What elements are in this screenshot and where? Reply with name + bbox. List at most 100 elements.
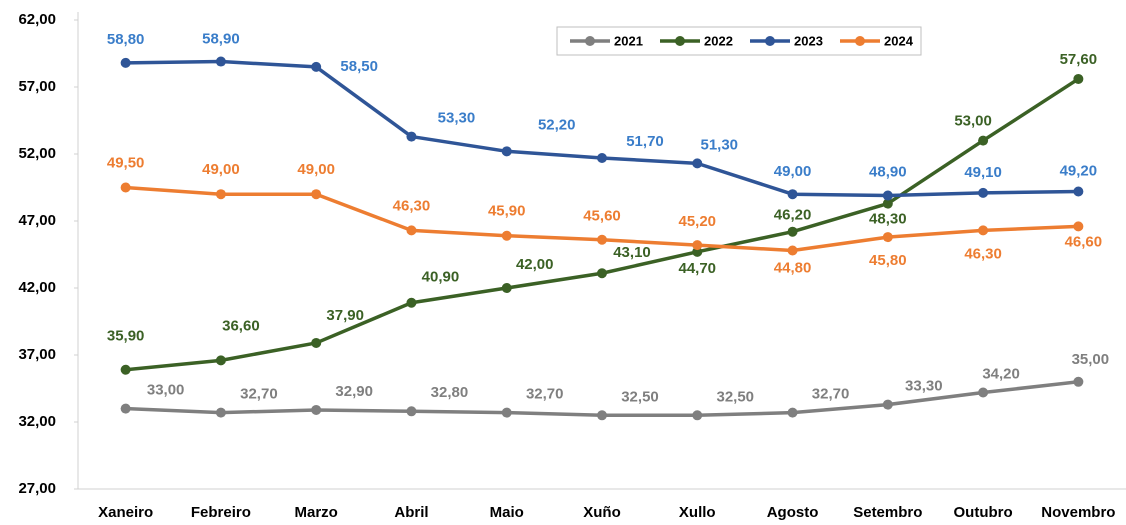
marker	[787, 407, 798, 418]
data-label: 51,70	[626, 133, 664, 150]
data-label: 48,90	[869, 164, 907, 181]
marker	[1073, 186, 1084, 197]
data-label: 32,70	[240, 386, 278, 403]
data-label: 45,60	[583, 208, 621, 225]
marker	[882, 232, 893, 243]
legend-label: 2021	[614, 33, 643, 48]
data-label: 35,00	[1072, 351, 1110, 368]
legend-marker	[855, 36, 865, 46]
series-line	[125, 59, 1079, 198]
data-label: 46,60	[1065, 233, 1103, 250]
marker	[1073, 376, 1084, 387]
y-tick-label: 62,00	[18, 11, 56, 28]
legend-marker	[675, 36, 685, 46]
data-label: 58,90	[202, 31, 240, 48]
marker	[215, 407, 226, 418]
x-tick-label: Xullo	[679, 504, 716, 521]
data-label: 46,30	[393, 197, 431, 214]
data-label: 32,90	[335, 383, 373, 400]
marker	[406, 297, 417, 308]
marker	[501, 146, 512, 157]
marker	[787, 245, 798, 256]
data-label: 35,90	[107, 328, 145, 345]
data-label: 42,00	[516, 256, 554, 273]
x-tick-label: Marzo	[295, 504, 338, 521]
marker	[120, 182, 131, 193]
marker	[120, 57, 131, 68]
marker	[882, 399, 893, 410]
x-tick-label: Setembro	[853, 504, 922, 521]
marker	[311, 404, 322, 415]
marker	[1073, 221, 1084, 232]
data-label: 48,30	[869, 211, 907, 228]
legend-label: 2023	[794, 33, 823, 48]
y-tick-label: 52,00	[18, 145, 56, 162]
y-tick-label: 37,00	[18, 346, 56, 363]
data-label: 49,20	[1060, 162, 1098, 179]
data-label: 53,00	[954, 113, 992, 130]
marker	[311, 189, 322, 200]
y-tick-label: 32,00	[18, 413, 56, 430]
y-tick-label: 27,00	[18, 480, 56, 497]
data-label: 44,70	[678, 260, 716, 277]
data-label: 45,80	[869, 252, 907, 269]
data-label: 45,90	[488, 203, 526, 220]
data-label: 57,60	[1060, 51, 1098, 68]
data-label: 32,70	[812, 386, 850, 403]
y-tick-label: 47,00	[18, 212, 56, 229]
data-label: 52,20	[538, 116, 576, 133]
marker	[882, 198, 893, 209]
data-label: 49,00	[774, 163, 812, 180]
x-tick-label: Agosto	[767, 504, 819, 521]
marker	[120, 403, 131, 414]
data-label: 44,80	[774, 259, 812, 276]
marker	[1073, 73, 1084, 84]
marker	[597, 153, 607, 164]
marker	[406, 131, 417, 142]
marker	[692, 240, 703, 251]
marker	[597, 410, 607, 421]
data-label: 45,20	[678, 213, 716, 230]
data-label: 49,00	[202, 161, 240, 178]
data-label: 32,50	[621, 388, 659, 405]
marker	[501, 230, 512, 241]
data-label: 46,30	[964, 245, 1002, 262]
marker	[501, 407, 512, 418]
marker	[882, 190, 893, 201]
x-tick-label: Maio	[490, 504, 524, 521]
marker	[692, 158, 703, 169]
marker	[311, 337, 322, 348]
x-tick-label: Abril	[394, 504, 428, 521]
data-label: 32,80	[431, 384, 469, 401]
marker	[597, 234, 607, 245]
marker	[978, 135, 989, 146]
marker	[215, 56, 226, 67]
marker	[692, 410, 703, 421]
legend-marker	[765, 36, 775, 46]
data-label: 40,90	[422, 269, 460, 286]
legend-marker	[585, 36, 595, 46]
legend-label: 2024	[884, 33, 914, 48]
x-tick-label: Xuño	[583, 504, 621, 521]
data-label: 32,50	[716, 388, 754, 405]
marker	[311, 61, 322, 72]
data-label: 49,10	[964, 164, 1002, 181]
marker	[406, 406, 417, 417]
data-label: 34,20	[982, 365, 1020, 382]
data-label: 49,00	[297, 161, 335, 178]
marker	[787, 226, 798, 237]
marker	[406, 225, 417, 236]
marker	[978, 225, 989, 236]
data-label: 37,90	[326, 307, 364, 324]
data-label: 46,20	[774, 207, 812, 224]
x-tick-label: Outubro	[954, 504, 1013, 521]
x-tick-label: Novembro	[1041, 504, 1115, 521]
data-label: 43,10	[613, 244, 651, 261]
marker	[787, 189, 798, 200]
marker	[597, 268, 607, 279]
data-label: 33,30	[905, 378, 943, 395]
x-tick-label: Febreiro	[191, 504, 251, 521]
marker	[501, 283, 512, 293]
marker	[120, 364, 131, 375]
y-tick-label: 57,00	[18, 78, 56, 95]
